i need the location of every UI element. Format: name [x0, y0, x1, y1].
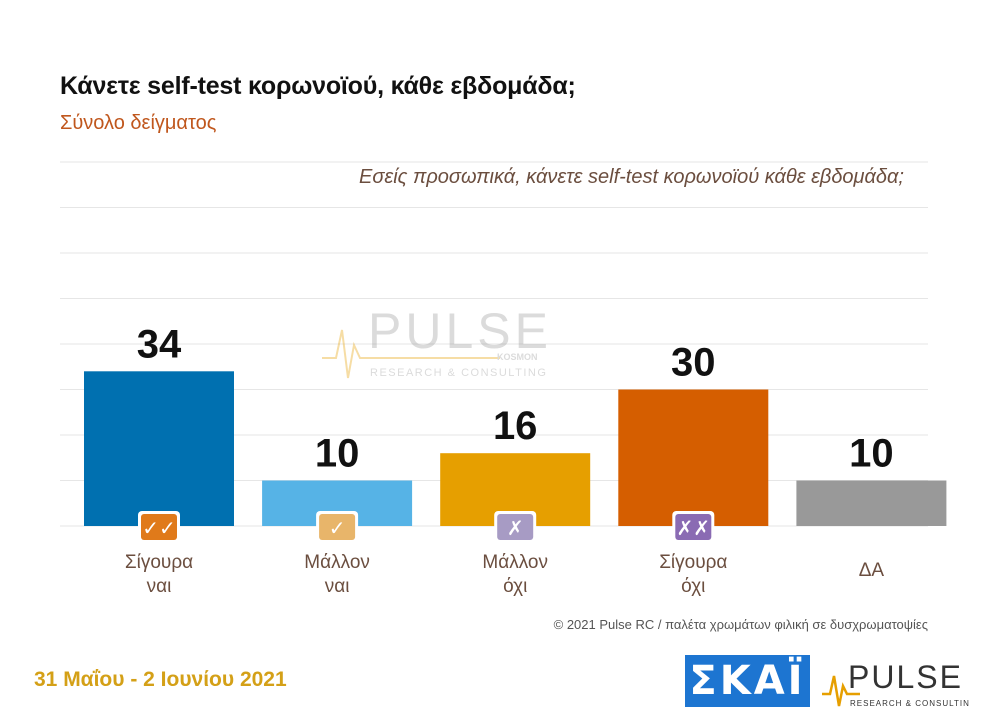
copyright-note: © 2021 Pulse RC / παλέτα χρωμάτων φιλική… — [553, 617, 928, 632]
category-label: Σίγουρα — [125, 552, 193, 573]
pulse-watermark: PULSE KOSMON RESEARCH & CONSULTING — [322, 303, 552, 379]
watermark-mark: KOSMON — [497, 352, 538, 362]
icon-tile — [675, 514, 712, 540]
data-label: 30 — [671, 341, 716, 385]
icon-tile — [141, 514, 177, 540]
skai-logo: ΣΚΑΪ — [685, 655, 810, 707]
chart-subtitle: Σύνολο δείγματος — [60, 112, 217, 134]
category-label: ναι — [325, 576, 350, 597]
pulse-logo: PULSE RESEARCH & CONSULTING — [822, 659, 970, 708]
category-label: Σίγουρα — [659, 552, 727, 573]
bars: 34 Σίγουρα ναι ✓✓ 10 Μάλλον ναι ✓ 16 Μάλλον όχι ✗ 30… — [84, 322, 947, 597]
icon-glyph: ✗ — [507, 516, 524, 540]
pulse-line-icon — [822, 675, 860, 707]
check-icon: ✓ — [316, 511, 359, 543]
watermark-tagline: RESEARCH & CONSULTING — [370, 367, 547, 379]
data-label: 34 — [137, 322, 182, 366]
cross-icon: ✗ — [494, 511, 537, 543]
icon-tile — [497, 514, 534, 540]
double-check-icon: ✓✓ — [138, 511, 180, 543]
category-label: ΔΑ — [859, 560, 885, 581]
double-cross-icon: ✗✗ — [672, 511, 715, 543]
chart-title: Κάνετε self-test κορωνοϊού, κάθε εβδομάδ… — [60, 72, 576, 100]
watermark-brand: PULSE — [368, 303, 552, 359]
category-label: ναι — [147, 576, 172, 597]
icon-glyph: ✓ — [329, 516, 346, 540]
pulse-logo-tagline: RESEARCH & CONSULTING — [850, 699, 970, 708]
category-label: όχι — [503, 576, 527, 597]
bar — [618, 389, 769, 526]
category-label: Μάλλον — [482, 552, 548, 573]
data-label: 10 — [849, 432, 894, 476]
icon-glyph: ✗✗ — [677, 516, 711, 540]
category-label: όχι — [681, 576, 705, 597]
icon-glyph: ✓✓ — [142, 516, 176, 540]
icon-tile — [319, 514, 356, 540]
pulse-logo-text: PULSE — [848, 659, 963, 695]
bar — [84, 371, 234, 526]
survey-question: Εσείς προσωπικά, κάνετε self-test κορωνο… — [359, 166, 904, 188]
watermark-pulse-line-icon — [322, 329, 500, 379]
data-label: 16 — [493, 404, 538, 448]
bar — [796, 480, 947, 526]
data-label: 10 — [315, 432, 360, 476]
survey-date: 31 Μαΐου - 2 Ιουνίου 2021 — [34, 668, 287, 691]
category-label: Μάλλον — [304, 552, 370, 573]
